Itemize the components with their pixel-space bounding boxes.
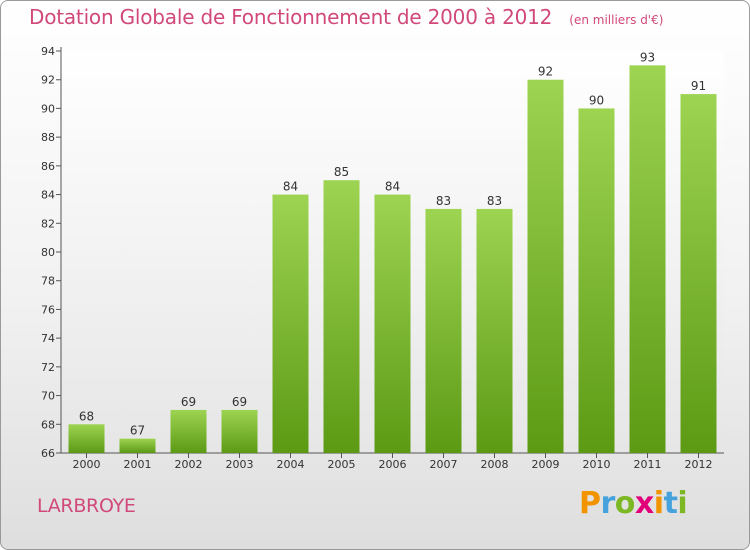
y-tick-label: 90 (41, 102, 55, 115)
bar-2005 (323, 180, 360, 453)
proxiti-logo[interactable]: Proxiti (579, 486, 688, 521)
bar-2007 (425, 208, 462, 453)
y-tick-label: 88 (41, 131, 55, 144)
y-tick-label: 74 (41, 332, 55, 345)
data-label-2010: 90 (589, 93, 604, 107)
x-tick-label: 2004 (277, 458, 305, 471)
y-tick-label: 82 (41, 217, 55, 230)
bars (68, 65, 717, 454)
y-tick-label: 66 (41, 447, 55, 460)
x-tick-label: 2012 (685, 458, 713, 471)
bar-2006 (374, 194, 411, 454)
x-axis: 2000 2001 2002 2003 2004 2005 2006 2007 2008 2009… (61, 452, 724, 471)
y-tick-label: 86 (41, 160, 55, 173)
bar-2012 (680, 94, 717, 454)
y-tick-label: 92 (41, 74, 55, 87)
y-axis: 66 68 70 72 74 76 78 80 82 84 86 88 90 92 94 (41, 45, 62, 460)
y-tick-label: 80 (41, 246, 55, 259)
data-labels: 68 67 69 69 84 85 84 83 83 92 90 93 91 (79, 50, 706, 437)
bar-2010 (578, 108, 615, 453)
x-tick-label: 2001 (124, 458, 152, 471)
data-label-2000: 68 (79, 409, 94, 423)
x-tick-label: 2006 (379, 458, 407, 471)
data-label-2003: 69 (232, 395, 247, 409)
bar-2002 (170, 409, 207, 453)
data-label-2004: 84 (283, 180, 298, 194)
bar-2001 (119, 438, 156, 453)
x-tick-label: 2005 (328, 458, 356, 471)
data-label-2008: 83 (487, 194, 502, 208)
x-tick-label: 2009 (532, 458, 560, 471)
data-label-2001: 67 (130, 424, 145, 438)
x-tick-label: 2000 (73, 458, 101, 471)
x-tick-label: 2003 (226, 458, 254, 471)
data-label-2007: 83 (436, 194, 451, 208)
bar-2008 (476, 208, 513, 453)
y-tick-label: 68 (41, 418, 55, 431)
x-tick-label: 2002 (175, 458, 203, 471)
data-label-2006: 84 (385, 180, 400, 194)
y-tick-label: 94 (41, 45, 55, 58)
bar-2011 (629, 65, 666, 453)
commune-name: LARBROYE (37, 495, 136, 517)
chart-header: Dotation Globale de Fonctionnement de 20… (29, 5, 663, 29)
data-label-2009: 92 (538, 65, 553, 79)
y-tick-label: 84 (41, 189, 55, 202)
y-tick-label: 78 (41, 275, 55, 288)
x-tick-label: 2008 (481, 458, 509, 471)
bar-2003 (221, 409, 258, 453)
data-label-2002: 69 (181, 395, 196, 409)
bar-2009 (527, 79, 564, 453)
data-label-2012: 91 (691, 79, 706, 93)
bar-2000 (68, 424, 105, 453)
x-tick-label: 2010 (583, 458, 611, 471)
chart-unit: (en milliers d'€) (569, 13, 664, 27)
y-tick-label: 70 (41, 390, 55, 403)
data-label-2011: 93 (640, 50, 655, 64)
y-tick-label: 76 (41, 303, 55, 316)
data-label-2005: 85 (334, 165, 349, 179)
x-tick-label: 2007 (430, 458, 458, 471)
x-tick-label: 2011 (634, 458, 662, 471)
bar-2004 (272, 194, 309, 454)
chart-title: Dotation Globale de Fonctionnement de 20… (29, 5, 553, 29)
y-tick-label: 72 (41, 361, 55, 374)
